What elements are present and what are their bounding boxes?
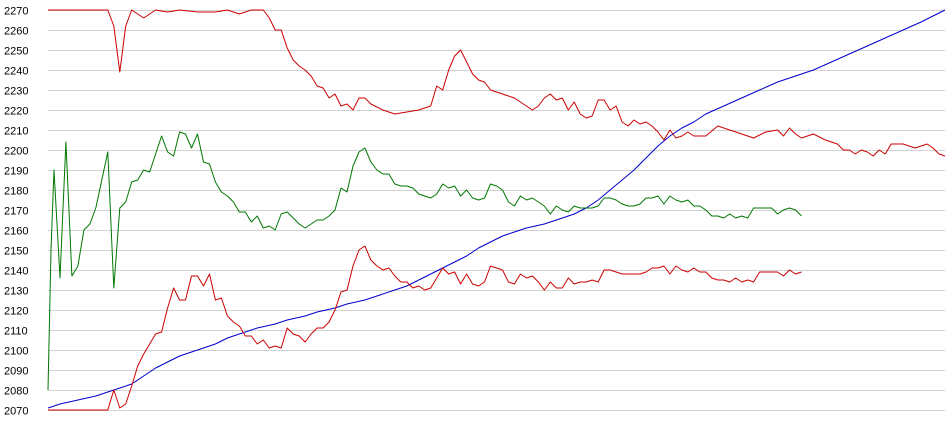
y-tick-label: 2110 — [4, 326, 28, 338]
grid-lines — [48, 10, 945, 411]
y-tick-label: 2170 — [4, 206, 28, 218]
y-tick-label: 2150 — [4, 246, 28, 258]
y-tick-label: 2090 — [4, 366, 28, 378]
y-tick-label: 2140 — [4, 266, 28, 278]
y-tick-label: 2100 — [4, 346, 28, 358]
series-line-2 — [48, 9, 946, 157]
y-tick-label: 2080 — [4, 386, 28, 398]
y-tick-label: 2070 — [4, 406, 28, 418]
series-line-4 — [48, 245, 802, 411]
y-tick-label: 2260 — [4, 26, 28, 38]
series-line-1 — [47, 9, 946, 409]
series-lines — [47, 9, 946, 411]
y-tick-label: 2190 — [4, 166, 28, 178]
y-tick-label: 2250 — [4, 46, 28, 58]
y-tick-label: 2160 — [4, 226, 28, 238]
y-tick-label: 2210 — [4, 126, 28, 138]
y-tick-label: 2200 — [4, 146, 28, 158]
y-tick-label: 2240 — [4, 66, 28, 78]
y-tick-label: 2220 — [4, 106, 28, 118]
y-tick-label: 2270 — [4, 6, 28, 18]
y-tick-label: 2230 — [4, 86, 28, 98]
y-tick-label: 2180 — [4, 186, 28, 198]
y-axis-tick-labels: 2070 2080 2090 2100 2110 2120 2130 2140 2150 2160… — [4, 6, 28, 418]
y-tick-label: 2130 — [4, 286, 28, 298]
series-line-3 — [47, 131, 802, 391]
y-tick-label: 2120 — [4, 306, 28, 318]
